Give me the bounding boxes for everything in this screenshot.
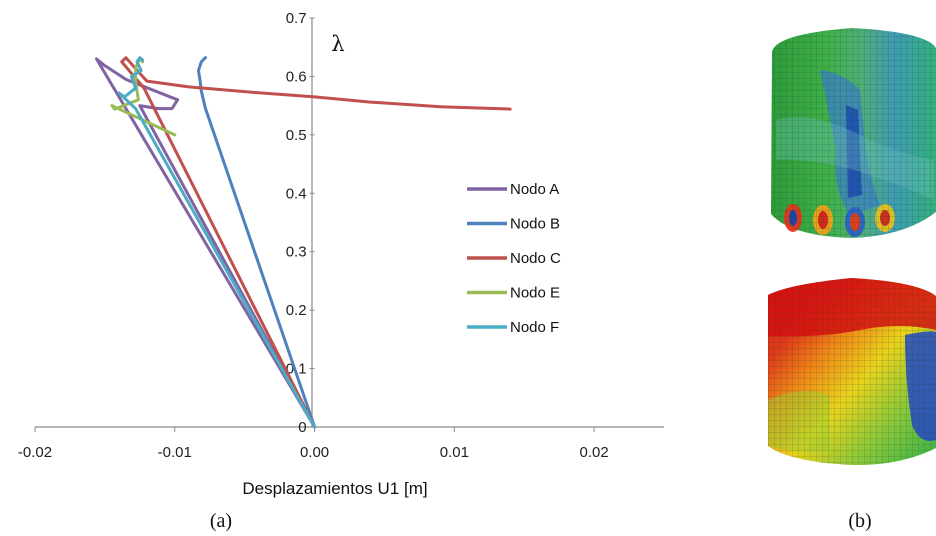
series-line-nodo-b	[197, 56, 317, 429]
legend-label-nodo-e: Nodo E	[510, 285, 560, 302]
x-tick-label: 0.01	[440, 444, 469, 461]
legend-label-nodo-b: Nodo B	[510, 216, 560, 233]
legend-label-nodo-f: Nodo F	[510, 319, 559, 336]
series-line-nodo-c	[120, 56, 512, 429]
y-tick-labels: 00.10.20.30.40.50.60.7	[286, 10, 315, 436]
silo-image-bottom	[768, 278, 936, 466]
legend: Nodo A Nodo B Nodo C Nodo E Nodo F	[467, 181, 561, 336]
caption-a: (a)	[210, 510, 232, 532]
x-tick-labels: -0.02 -0.01 0.00 0.01 0.02	[18, 427, 609, 461]
legend-label-nodo-c: Nodo C	[510, 250, 561, 267]
series-line-nodo-f	[117, 56, 317, 429]
x-axis-title: Desplazamientos U1 [m]	[242, 479, 427, 498]
y-tick-label: 0.2	[286, 302, 307, 319]
y-tick-label: 0.6	[286, 68, 307, 85]
y-axis-title: λ	[331, 32, 344, 56]
series-line-nodo-a	[95, 57, 317, 429]
caption-b: (b)	[848, 510, 871, 532]
y-tick-label: 0.4	[286, 185, 307, 202]
series-layer	[95, 56, 512, 429]
y-tick-label: 0.7	[286, 10, 307, 27]
axes	[35, 18, 664, 428]
x-tick-label: -0.01	[158, 444, 192, 461]
x-tick-label: 0.02	[580, 444, 609, 461]
y-tick-label: 0.3	[286, 244, 307, 261]
x-tick-label: 0.00	[300, 444, 329, 461]
x-tick-label: -0.02	[18, 444, 52, 461]
y-tick-label: 0.5	[286, 127, 307, 144]
legend-label-nodo-a: Nodo A	[510, 181, 559, 198]
silo-image-top	[771, 28, 936, 238]
y-tick-label: 0	[298, 419, 306, 436]
